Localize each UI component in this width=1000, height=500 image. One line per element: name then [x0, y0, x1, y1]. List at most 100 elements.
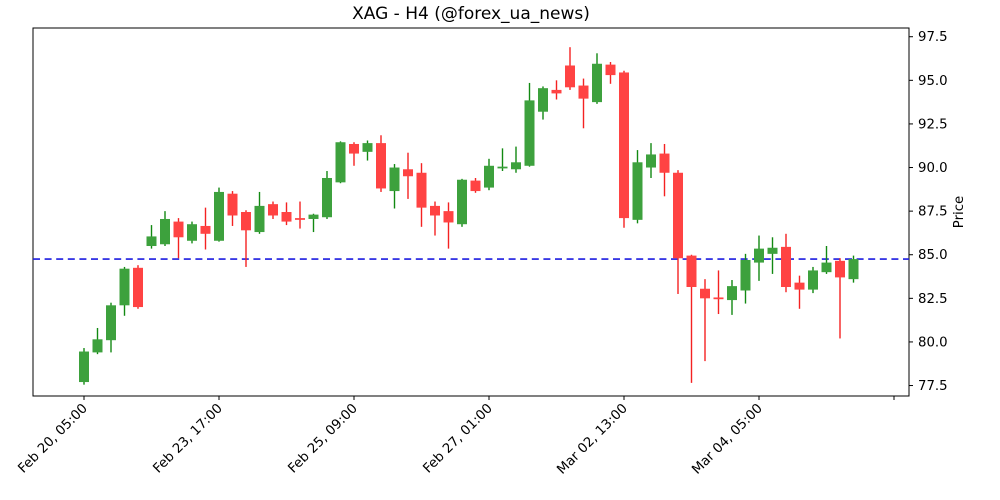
candle-body: [79, 351, 89, 383]
candle-body: [119, 268, 130, 306]
candle-up: [187, 221, 197, 244]
candle-down: [686, 254, 697, 383]
candle-up: [362, 140, 373, 161]
candle-up: [646, 143, 656, 178]
candle-body: [808, 270, 818, 290]
candle-body: [200, 225, 211, 234]
x-tick-label: Mar 04, 05:00: [689, 401, 765, 477]
candle-up: [335, 141, 346, 184]
candle-up: [821, 246, 832, 274]
candle-body: [605, 64, 616, 76]
candle-body: [281, 212, 292, 222]
candle-body: [457, 179, 467, 225]
plot-border: [32, 27, 910, 397]
y-tick-label: 85.0: [918, 248, 948, 263]
candle-body: [430, 205, 440, 216]
candle-down: [565, 47, 575, 90]
candle-body: [700, 288, 710, 299]
candle-down: [443, 202, 454, 249]
candle-body: [673, 172, 683, 259]
candle-body: [592, 63, 602, 103]
candle-body: [821, 262, 832, 273]
candle-body: [214, 191, 224, 241]
candle-body: [646, 154, 656, 168]
candle-body: [254, 205, 265, 233]
candle-down: [200, 207, 211, 250]
y-tick-label: 92.5: [918, 117, 948, 132]
candle-down: [376, 135, 386, 192]
candle-body: [268, 204, 278, 216]
candle-up: [79, 348, 89, 385]
candle-body: [173, 221, 184, 238]
candle-up: [389, 164, 400, 209]
candle-down: [268, 201, 278, 219]
candle-body: [416, 172, 427, 208]
candle-down: [700, 279, 710, 362]
candle-body: [659, 153, 670, 173]
candle-up: [497, 148, 508, 172]
candle-body: [349, 143, 359, 154]
candle-down: [227, 191, 238, 226]
candle-up: [592, 53, 602, 104]
candle-body: [632, 162, 643, 220]
candle-down: [605, 62, 616, 84]
y-axis-ticks: 77.5 80.0 82.5 85.0 87.5 90.0 92.5 95.0 97.5: [909, 30, 948, 394]
candle-body: [740, 259, 751, 291]
candle-body: [781, 246, 791, 287]
candle-up: [308, 213, 319, 233]
candle-up: [740, 253, 751, 304]
candle-up: [754, 235, 764, 281]
candle-down: [349, 142, 359, 166]
candle-body: [767, 247, 778, 254]
candle-down: [173, 218, 184, 259]
candle-up: [848, 255, 859, 283]
candle-up: [524, 82, 535, 167]
candle-down: [659, 143, 670, 197]
candle-body: [376, 143, 386, 189]
candle-down: [281, 202, 292, 226]
candle-body: [92, 339, 103, 353]
candle-up: [511, 146, 521, 173]
candle-down: [133, 265, 143, 309]
candle-up: [538, 86, 548, 120]
candle-up: [160, 211, 170, 247]
candle-body: [335, 142, 346, 183]
candle-body: [497, 166, 508, 169]
candle-body: [848, 259, 859, 280]
candle-down: [430, 201, 440, 236]
candle-body: [146, 236, 157, 247]
candle-down: [578, 78, 589, 129]
candle-down: [835, 258, 845, 339]
candle-body: [524, 100, 535, 166]
candle-body: [470, 180, 481, 192]
candle-up: [214, 187, 224, 242]
candle-body: [835, 260, 845, 278]
candle-body: [619, 72, 629, 219]
x-tick-label: Feb 27, 01:00: [421, 401, 496, 476]
candle-up: [727, 280, 737, 315]
y-tick-label: 95.0: [918, 74, 948, 89]
candle-up: [322, 171, 332, 219]
y-tick-label: 90.0: [918, 161, 948, 176]
candle-body: [187, 224, 197, 241]
candle-up: [119, 266, 130, 316]
y-tick-label: 80.0: [918, 335, 948, 350]
candle-down: [713, 270, 724, 315]
candle-body: [295, 218, 305, 220]
y-tick-label: 97.5: [918, 30, 948, 45]
candle-down: [241, 210, 251, 267]
candle-down: [416, 163, 427, 227]
candle-body: [133, 267, 143, 308]
candle-body: [322, 177, 332, 218]
candle-down: [781, 233, 791, 293]
candle-up: [106, 302, 116, 353]
candle-down: [673, 170, 683, 294]
candle-down: [619, 70, 629, 228]
candle-up: [254, 191, 265, 234]
x-tick-label: Feb 25, 09:00: [286, 401, 361, 476]
candle-body: [241, 212, 251, 231]
candle-body: [106, 305, 116, 341]
candle-body: [403, 169, 413, 177]
